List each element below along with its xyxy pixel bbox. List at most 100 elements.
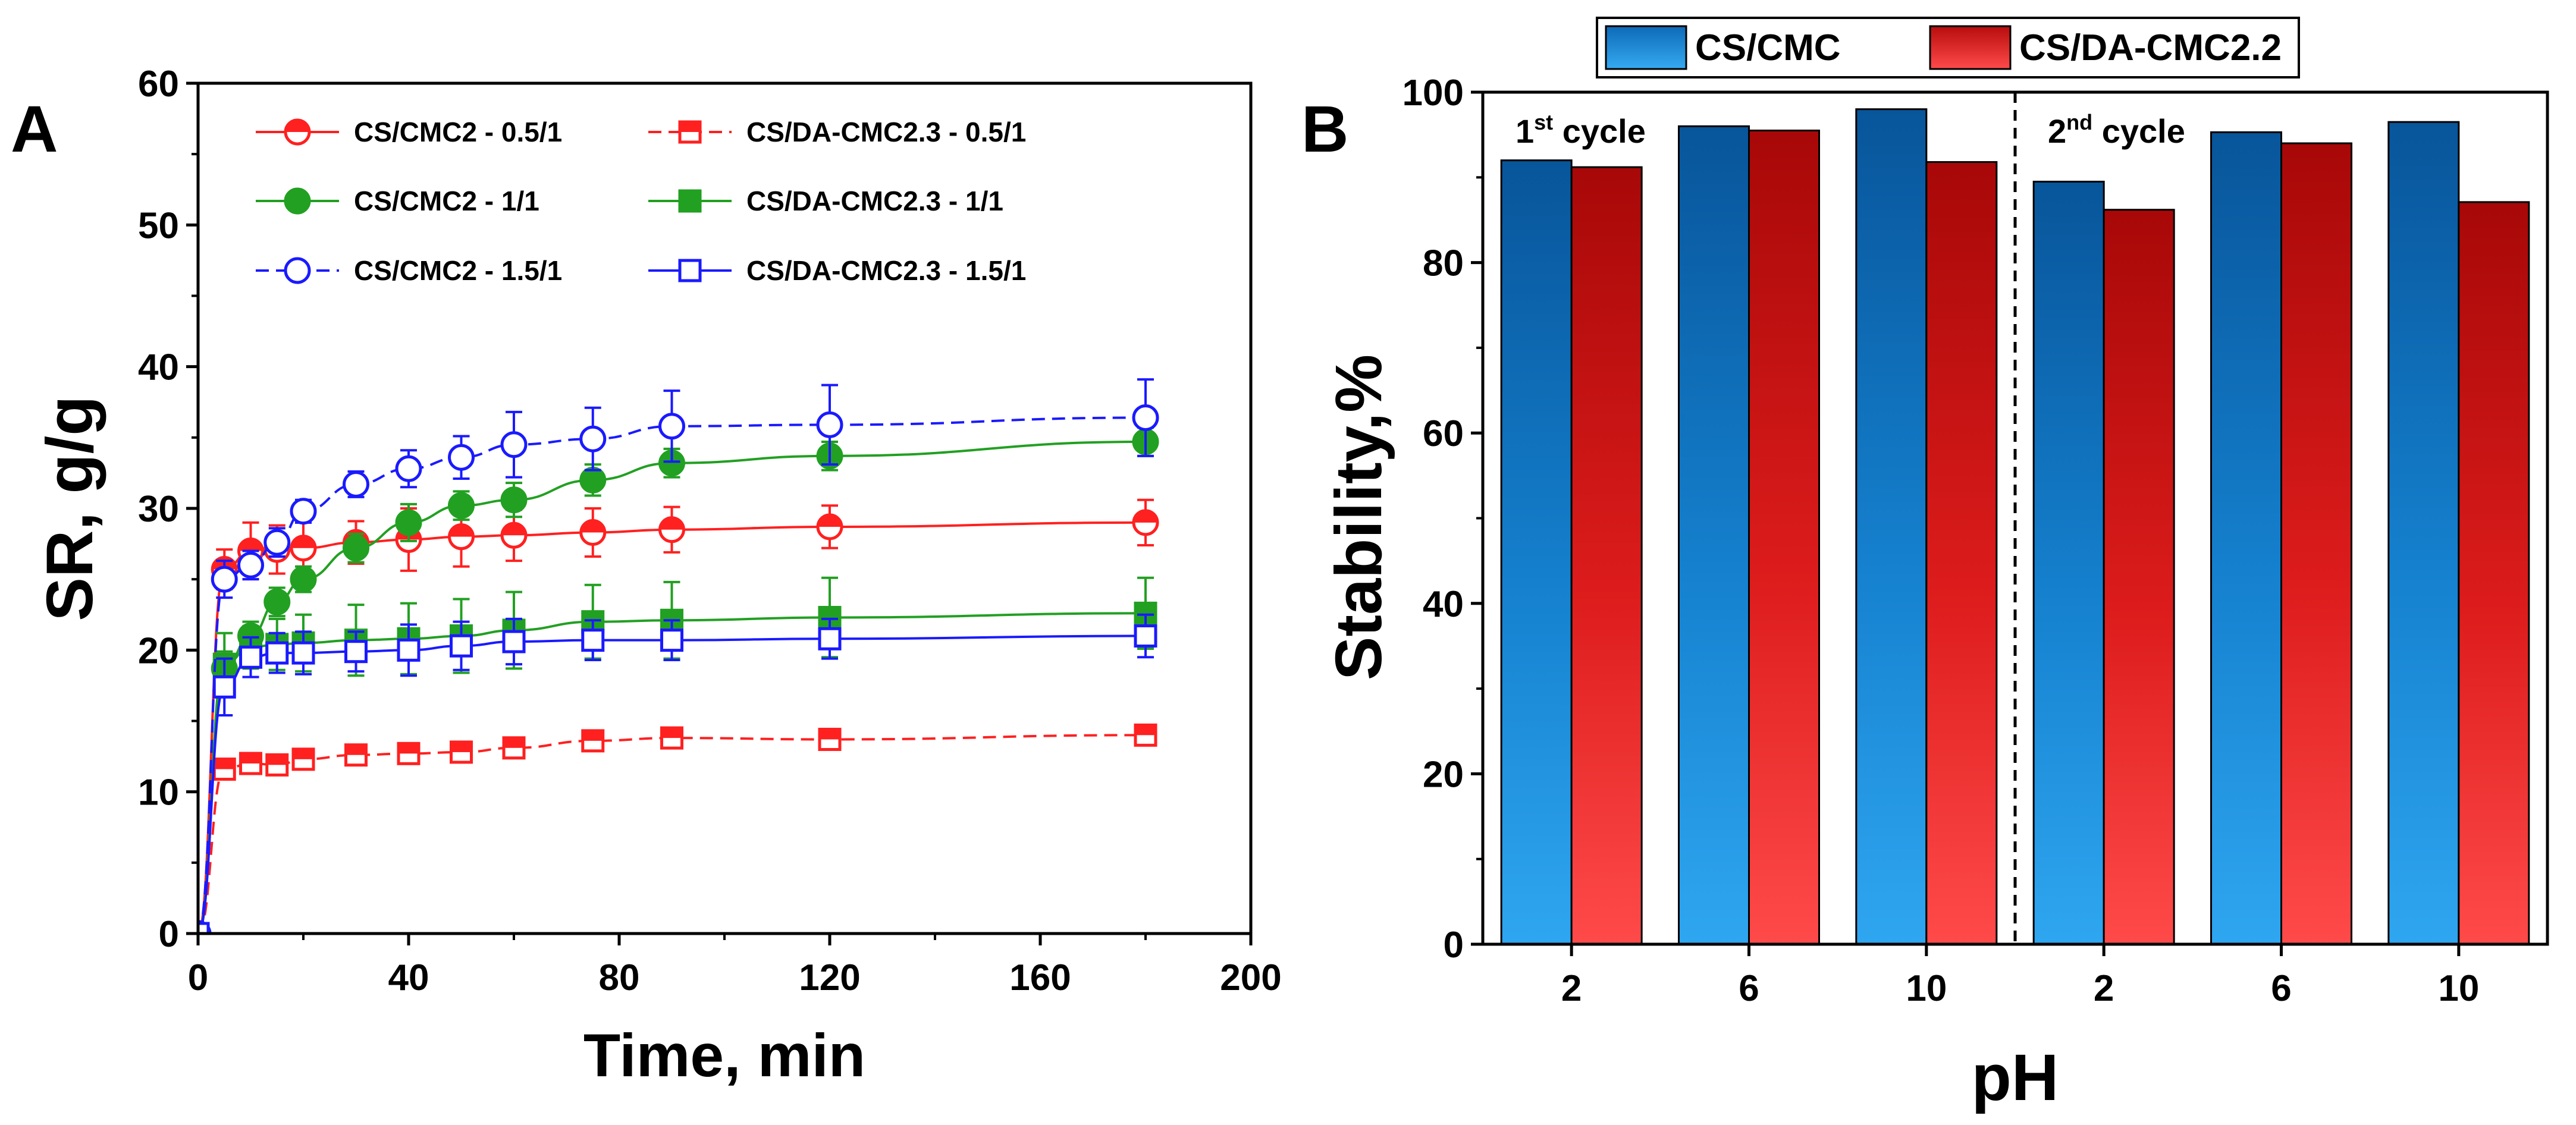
series-0 [198,498,1159,934]
data-point [265,753,289,777]
bar [1925,161,1998,945]
panel-a-axes: 0 40 80 120 160 200 0 10 20 30 40 50 60 [138,64,1282,998]
data-point [658,516,685,543]
legend-entry: CS/DA-CMC2.3 - 1/1 [648,186,1003,216]
data-point [579,425,607,452]
x-tick-label: 0 [188,957,208,998]
data-point [290,535,317,562]
data-point [344,640,368,664]
bar [1500,159,1573,945]
data-point [450,634,473,658]
data-point [500,486,528,514]
y-tick-label: 10 [138,772,179,813]
legend-marker [678,189,702,213]
legend-label: CS/DA-CMC2.3 - 1.5/1 [746,255,1026,286]
legend-marker [284,257,311,284]
panel-b-legend: CS/CMC CS/DA-CMC2.2 [1596,17,2300,78]
data-point [502,630,526,653]
bar [1678,125,1750,945]
bar [2458,201,2530,945]
legend-entry: CS/CMC2 - 1/1 [256,186,539,216]
y-tick-label: 40 [1423,584,1464,625]
legend-label: CS/CMC [1695,27,1841,68]
data-point [660,726,683,750]
data-point [816,513,843,540]
data-point [448,492,475,519]
data-point [212,675,236,699]
y-tick-label: 0 [159,914,179,955]
series-line [198,612,1146,934]
data-point [581,729,605,753]
data-point [395,509,422,536]
x-tick-label: 40 [388,957,429,998]
legend-entry: CS/CMC [1605,25,1841,70]
data-point [397,741,421,765]
cycle-annotation: 2nd cycle [2048,110,2185,150]
legend-entry: CS/DA-CMC2.3 - 1.5/1 [648,255,1026,286]
data-point [395,455,422,482]
bar [1748,129,1820,945]
legend-label: CS/DA-CMC2.3 - 0.5/1 [746,117,1026,147]
series-line [198,734,1146,934]
legend-marker [284,118,311,146]
series-line [198,416,1146,934]
panel-a-plot-area [198,378,1159,934]
series-2 [198,426,1159,934]
series-5 [198,613,1157,934]
bar [2280,142,2352,945]
y-tick-label: 100 [1402,73,1464,114]
data-point [265,641,289,665]
x-tick-label: 160 [1009,957,1071,998]
data-point [212,758,236,781]
panel-b: B 1st cycle 2nd cycle 2 6 10 2 6 1002040608010… [1301,17,2549,1114]
x-tick-label: 2 [1561,968,1582,1009]
panel-a-y-axis-title: SR, g/g [33,396,106,621]
legend-swatch [1605,25,1687,70]
legend-swatch [1929,25,2012,70]
data-point [211,565,238,593]
data-point [818,627,842,651]
data-point [290,498,317,525]
data-point [343,470,369,498]
data-point [579,466,607,494]
legend-marker [678,259,702,282]
y-tick-label: 30 [138,489,179,530]
y-tick-label: 80 [1423,243,1464,284]
data-point [658,413,685,440]
y-tick-label: 50 [138,205,179,246]
data-point [660,629,683,652]
x-tick-label: 200 [1220,957,1281,998]
data-point [500,431,528,458]
bar [2103,209,2175,945]
data-point [579,519,607,546]
data-point [344,743,368,767]
series-4 [198,378,1159,934]
bar [2032,180,2105,945]
data-point [263,529,291,556]
data-point [239,752,262,775]
x-tick-label: 80 [599,957,640,998]
data-point [1132,509,1159,536]
legend-marker [284,187,311,215]
data-point [500,521,528,549]
x-tick-label: 6 [2271,968,2291,1009]
series-line [198,440,1146,934]
legend-entry: CS/DA-CMC2.3 - 0.5/1 [648,117,1026,147]
data-point [291,747,315,771]
panel-a-legend: CS/CMC2 - 0.5/1 CS/DA-CMC2.3 - 0.5/1 CS/CM… [256,117,1026,286]
data-point [237,551,264,579]
data-point [581,629,605,652]
data-point [816,411,843,438]
bar [1855,108,1928,945]
data-point [239,645,262,669]
panel-b-y-axis-title: Stability,% [1322,354,1395,680]
bar [2387,121,2460,945]
legend-label: CS/DA-CMC2.3 - 1/1 [746,186,1003,216]
data-point [291,641,315,665]
legend-entry: CS/DA-CMC2.2 [1929,25,2282,70]
legend-label: CS/CMC2 - 1.5/1 [354,255,562,286]
data-point [1134,624,1157,648]
y-tick-label: 0 [1444,925,1464,966]
data-point [1134,601,1157,625]
